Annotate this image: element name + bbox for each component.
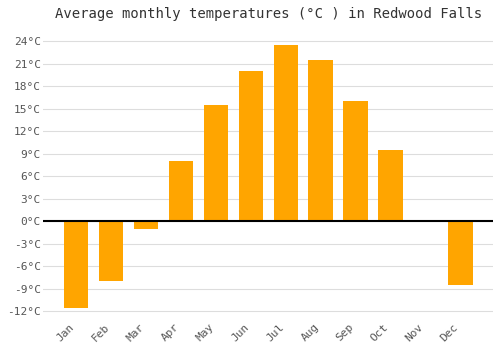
Bar [448,221,472,285]
Bar [204,105,228,221]
Bar [413,220,438,221]
Bar [168,161,193,221]
Bar [274,45,298,221]
Bar [344,101,368,221]
Title: Average monthly temperatures (°C ) in Redwood Falls: Average monthly temperatures (°C ) in Re… [54,7,482,21]
Bar [238,71,263,221]
Bar [308,60,333,221]
Bar [134,221,158,229]
Bar [99,221,124,281]
Bar [64,221,88,308]
Bar [378,150,403,221]
